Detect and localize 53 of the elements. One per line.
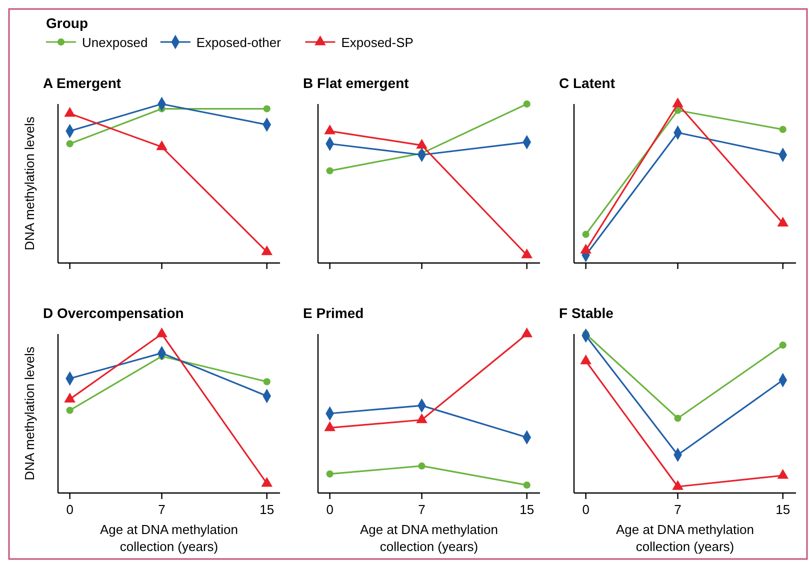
x-tick-label: 15: [520, 502, 534, 517]
legend-label: Exposed-SP: [341, 35, 414, 50]
point: [672, 480, 684, 490]
x-axis-title: Age at DNA methylation collection (years): [616, 522, 754, 554]
x-tick-label: 7: [418, 502, 426, 517]
x-axis-title: Age at DNA methylation collection (years): [360, 522, 498, 554]
chart-title: A Emergent: [43, 75, 122, 91]
chart-title: B Flat emergent: [303, 75, 410, 91]
point: [326, 470, 334, 478]
point: [580, 244, 592, 254]
point: [521, 327, 532, 338]
point: [64, 107, 76, 117]
chart-title: C Latent: [559, 75, 616, 91]
chart-title: F Stable: [559, 305, 614, 321]
x-tick-label: 0: [582, 502, 590, 517]
point: [416, 413, 428, 424]
point: [261, 245, 272, 256]
legend-label: Exposed-other: [196, 35, 282, 50]
point: [66, 140, 74, 148]
chart-title: E Primed: [303, 305, 364, 321]
point: [326, 167, 334, 174]
x-tick-label: 7: [158, 502, 166, 517]
point: [324, 421, 336, 432]
point: [324, 124, 336, 134]
point: [416, 138, 428, 149]
point: [521, 248, 532, 258]
y-axis-title: DNA methylation levels: [22, 346, 37, 480]
point: [418, 462, 426, 470]
point: [263, 105, 270, 112]
y-axis-title: DNA methylation levels: [22, 116, 37, 250]
x-tick-label: 7: [674, 502, 682, 517]
point: [523, 481, 530, 489]
x-tick-label: 15: [260, 502, 274, 517]
legend-title: Group: [46, 15, 88, 31]
point: [263, 378, 270, 386]
point: [674, 414, 682, 422]
point: [580, 354, 592, 364]
point: [777, 469, 788, 479]
point: [779, 126, 786, 133]
x-tick-label: 15: [776, 502, 790, 517]
point: [523, 100, 530, 108]
point: [156, 140, 168, 150]
point: [582, 230, 590, 238]
legend-label: Unexposed: [82, 35, 148, 50]
x-axis-title: Age at DNA methylation collection (years): [100, 522, 238, 554]
x-tick-label: 0: [326, 502, 334, 517]
x-tick-label: 0: [66, 502, 74, 517]
point: [777, 216, 788, 227]
chart-title: D Overcompensation: [43, 305, 184, 321]
point: [261, 476, 272, 487]
point: [779, 342, 786, 349]
point: [66, 406, 74, 414]
point: [64, 392, 76, 402]
